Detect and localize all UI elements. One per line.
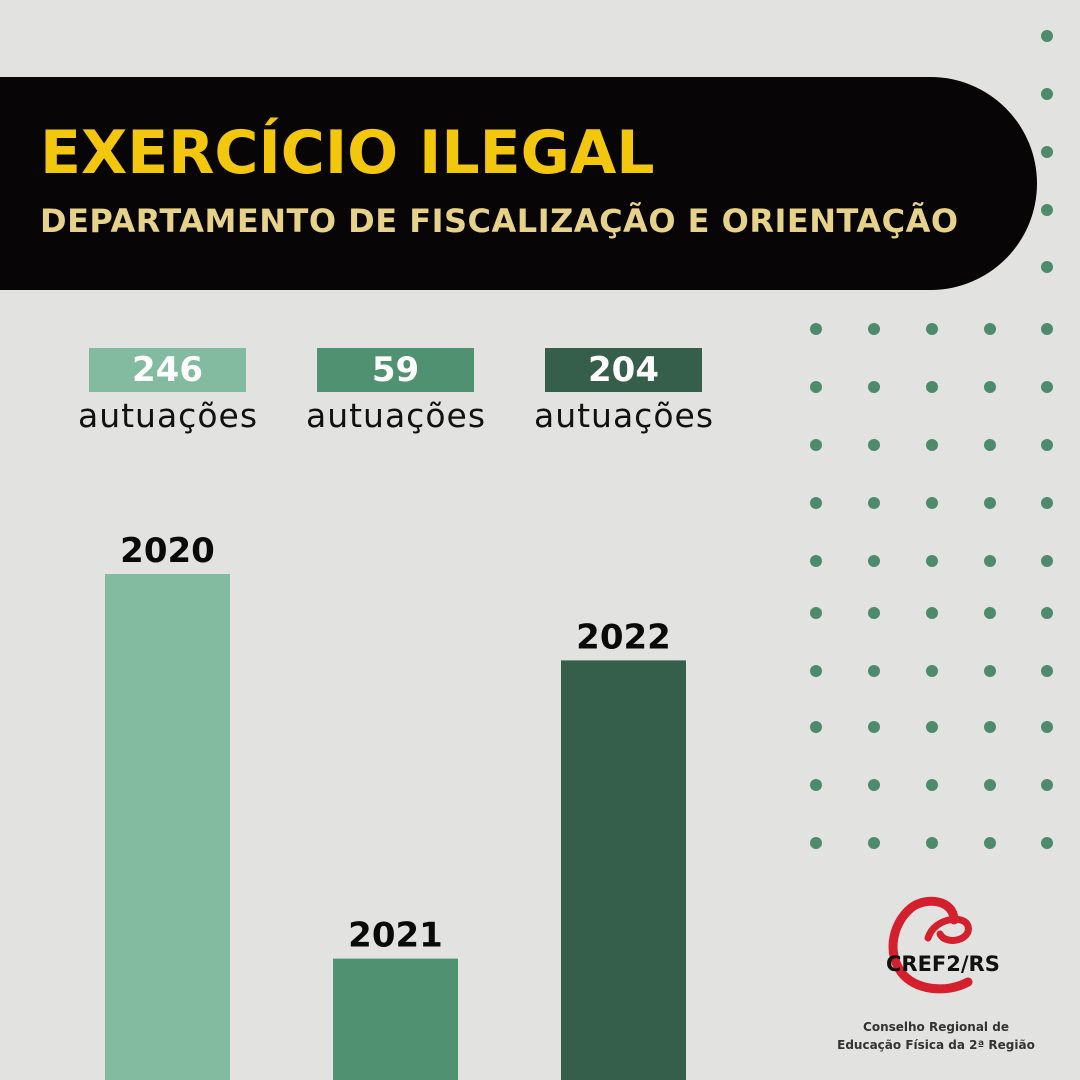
dot <box>810 323 822 335</box>
dot <box>984 323 996 335</box>
dot <box>810 439 822 451</box>
dot <box>868 607 880 619</box>
dot <box>1041 323 1053 335</box>
dot <box>926 665 938 677</box>
dot <box>1041 555 1053 567</box>
dot <box>810 607 822 619</box>
dot <box>926 779 938 791</box>
page-subtitle: DEPARTAMENTO DE FISCALIZAÇÃO E ORIENTAÇÃ… <box>40 202 959 240</box>
dot <box>810 665 822 677</box>
dot <box>810 381 822 393</box>
dot <box>1041 607 1053 619</box>
dot <box>1041 497 1053 509</box>
count-unit-2020: autuações <box>77 396 259 435</box>
dot <box>868 439 880 451</box>
dot <box>926 497 938 509</box>
dot <box>1041 381 1053 393</box>
dot <box>1041 30 1053 42</box>
logo-line-2: Educação Física da 2ª Região <box>837 1038 1035 1052</box>
dot <box>868 323 880 335</box>
dot <box>868 837 880 849</box>
dot <box>868 721 880 733</box>
dot <box>926 439 938 451</box>
bar-label-2021: 2021 <box>348 916 443 956</box>
dot <box>1041 779 1053 791</box>
dot <box>984 555 996 567</box>
dot <box>1041 721 1053 733</box>
bar-label-2020: 2020 <box>120 531 215 571</box>
page-title: EXERCÍCIO ILEGAL <box>40 118 655 188</box>
dot <box>984 665 996 677</box>
dot <box>810 837 822 849</box>
dot <box>810 779 822 791</box>
dot <box>810 497 822 509</box>
count-unit-2022: autuações <box>533 396 715 435</box>
bar-2022 <box>561 660 686 1080</box>
bar-2020 <box>105 574 230 1080</box>
dot <box>810 555 822 567</box>
logo: CREF2/RS Conselho Regional de Educação F… <box>826 890 1046 1060</box>
logo-line-1: Conselho Regional de <box>863 1020 1009 1034</box>
dot <box>868 555 880 567</box>
bar-2021 <box>333 958 458 1080</box>
dot <box>1041 261 1053 273</box>
dot <box>984 497 996 509</box>
dot <box>926 381 938 393</box>
dot <box>1041 88 1053 100</box>
dot-pattern <box>810 30 1053 849</box>
dot <box>868 665 880 677</box>
dot <box>1041 837 1053 849</box>
dot <box>984 837 996 849</box>
dot <box>1041 204 1053 216</box>
dot <box>984 439 996 451</box>
dot <box>984 607 996 619</box>
dot <box>926 323 938 335</box>
dot <box>984 381 996 393</box>
count-badge-2020: 246 <box>89 348 246 392</box>
dot <box>868 497 880 509</box>
count-badge-2021: 59 <box>317 348 474 392</box>
count-badge-2022: 204 <box>545 348 702 392</box>
bars-group: 2020 2021 2022 <box>105 531 686 1080</box>
dot <box>1041 146 1053 158</box>
dot <box>810 721 822 733</box>
dot <box>926 555 938 567</box>
dot <box>1041 665 1053 677</box>
title-banner <box>0 77 1037 290</box>
bar-label-2022: 2022 <box>576 617 671 657</box>
dot <box>926 837 938 849</box>
dot <box>868 779 880 791</box>
dot <box>926 721 938 733</box>
count-unit-2021: autuações <box>305 396 487 435</box>
logo-name: CREF2/RS <box>886 952 1000 976</box>
dot <box>984 779 996 791</box>
dot <box>868 381 880 393</box>
dot <box>926 607 938 619</box>
dot <box>984 721 996 733</box>
cref-logo-icon <box>888 896 973 994</box>
dot <box>1041 439 1053 451</box>
